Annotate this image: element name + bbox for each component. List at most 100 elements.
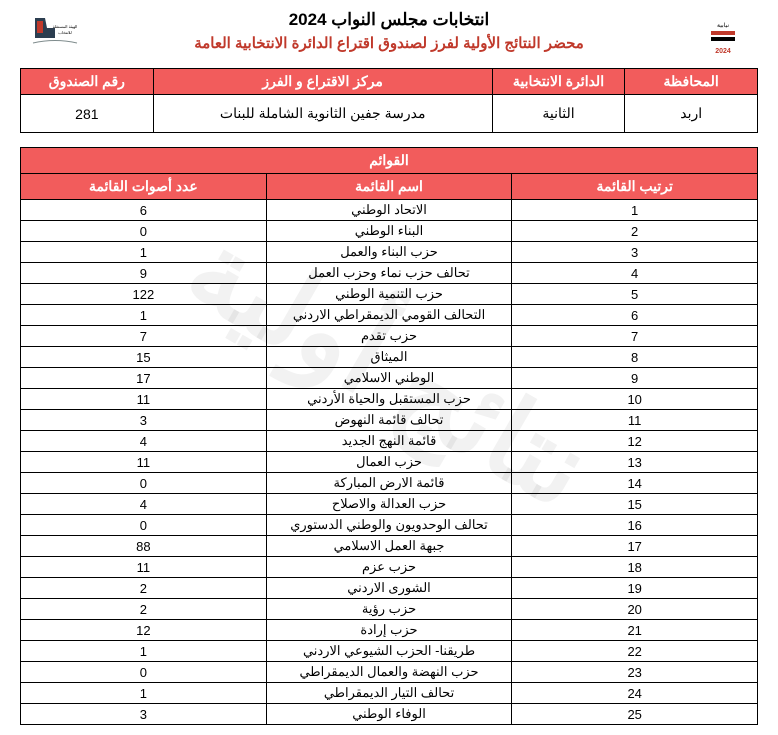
lists-section-title: القوائم (21, 148, 758, 174)
cell-rank: 20 (512, 599, 758, 620)
cell-votes: 122 (21, 284, 267, 305)
cell-votes: 2 (21, 599, 267, 620)
cell-votes: 1 (21, 641, 267, 662)
table-row: 1الاتحاد الوطني6 (21, 200, 758, 221)
cell-name: جبهة العمل الاسلامي (266, 536, 512, 557)
cell-votes: 11 (21, 452, 267, 473)
cell-name: حزب تقدم (266, 326, 512, 347)
table-row: 24تحالف التيار الديمقراطي1 (21, 683, 758, 704)
cell-votes: 12 (21, 620, 267, 641)
cell-votes: 88 (21, 536, 267, 557)
header-rank: ترتيب القائمة (512, 174, 758, 200)
value-governorate: اربد (625, 95, 758, 133)
cell-rank: 1 (512, 200, 758, 221)
cell-votes: 0 (21, 221, 267, 242)
cell-votes: 0 (21, 473, 267, 494)
cell-rank: 19 (512, 578, 758, 599)
cell-name: الاتحاد الوطني (266, 200, 512, 221)
cell-name: حزب العمال (266, 452, 512, 473)
svg-text:الهيئة المستقلة: الهيئة المستقلة (53, 24, 78, 29)
cell-rank: 23 (512, 662, 758, 683)
cell-rank: 11 (512, 410, 758, 431)
table-row: 10حزب المستقبل والحياة الأردني11 (21, 389, 758, 410)
cell-name: قائمة النهج الجديد (266, 431, 512, 452)
cell-votes: 17 (21, 368, 267, 389)
table-row: 4تحالف حزب نماء وحزب العمل9 (21, 263, 758, 284)
table-row: 19الشورى الاردني2 (21, 578, 758, 599)
cell-rank: 8 (512, 347, 758, 368)
cell-votes: 2 (21, 578, 267, 599)
cell-name: حزب التنمية الوطني (266, 284, 512, 305)
cell-name: حزب المستقبل والحياة الأردني (266, 389, 512, 410)
table-row: 16تحالف الوحدويون والوطني الدستوري0 (21, 515, 758, 536)
svg-text:نيابية: نيابية (717, 22, 729, 29)
table-row: 5حزب التنمية الوطني122 (21, 284, 758, 305)
cell-votes: 9 (21, 263, 267, 284)
cell-name: حزب رؤية (266, 599, 512, 620)
table-row: 18حزب عزم11 (21, 557, 758, 578)
cell-rank: 16 (512, 515, 758, 536)
cell-votes: 6 (21, 200, 267, 221)
cell-name: الميثاق (266, 347, 512, 368)
cell-votes: 0 (21, 515, 267, 536)
header-votes: عدد أصوات القائمة (21, 174, 267, 200)
cell-rank: 13 (512, 452, 758, 473)
cell-votes: 4 (21, 494, 267, 515)
table-row: 15حزب العدالة والاصلاح4 (21, 494, 758, 515)
svg-text:للانتخاب: للانتخاب (58, 30, 72, 35)
cell-rank: 6 (512, 305, 758, 326)
cell-votes: 4 (21, 431, 267, 452)
cell-rank: 17 (512, 536, 758, 557)
table-row: 7حزب تقدم7 (21, 326, 758, 347)
cell-name: البناء الوطني (266, 221, 512, 242)
cell-rank: 18 (512, 557, 758, 578)
cell-rank: 2 (512, 221, 758, 242)
cell-name: حزب إرادة (266, 620, 512, 641)
table-row: 22طريقنا- الحزب الشيوعي الاردني1 (21, 641, 758, 662)
cell-name: الوفاء الوطني (266, 704, 512, 725)
cell-name: تحالف التيار الديمقراطي (266, 683, 512, 704)
table-row: 17جبهة العمل الاسلامي88 (21, 536, 758, 557)
cell-rank: 7 (512, 326, 758, 347)
cell-votes: 15 (21, 347, 267, 368)
header-district: الدائرة الانتخابية (492, 69, 625, 95)
cell-name: الوطني الاسلامي (266, 368, 512, 389)
table-row: 13حزب العمال11 (21, 452, 758, 473)
table-row: 9الوطني الاسلامي17 (21, 368, 758, 389)
logo-right: نيابية 2024 (688, 10, 758, 60)
title-sub: محضر النتائج الأولية لفرز لصندوق اقتراع … (90, 34, 688, 52)
value-center: مدرسة جفين الثانوية الشاملة للبنات (153, 95, 492, 133)
cell-rank: 3 (512, 242, 758, 263)
cell-rank: 10 (512, 389, 758, 410)
value-box: 281 (21, 95, 154, 133)
cell-rank: 22 (512, 641, 758, 662)
svg-text:2024: 2024 (715, 48, 731, 55)
cell-name: الشورى الاردني (266, 578, 512, 599)
cell-rank: 24 (512, 683, 758, 704)
table-row: 12قائمة النهج الجديد4 (21, 431, 758, 452)
cell-name: حزب العدالة والاصلاح (266, 494, 512, 515)
cell-name: تحالف قائمة النهوض (266, 410, 512, 431)
cell-name: حزب النهضة والعمال الديمقراطي (266, 662, 512, 683)
header-center: مركز الاقتراع و الفرز (153, 69, 492, 95)
document-header: نيابية 2024 انتخابات مجلس النواب 2024 مح… (20, 10, 758, 60)
logo-left: الهيئة المستقلة للانتخاب (20, 10, 90, 60)
cell-votes: 7 (21, 326, 267, 347)
cell-name: حزب البناء والعمل (266, 242, 512, 263)
cell-rank: 25 (512, 704, 758, 725)
cell-votes: 3 (21, 410, 267, 431)
cell-votes: 1 (21, 305, 267, 326)
cell-name: تحالف حزب نماء وحزب العمل (266, 263, 512, 284)
table-row: 3حزب البناء والعمل1 (21, 242, 758, 263)
table-row: 25الوفاء الوطني3 (21, 704, 758, 725)
cell-name: حزب عزم (266, 557, 512, 578)
header-name: اسم القائمة (266, 174, 512, 200)
table-row: 11تحالف قائمة النهوض3 (21, 410, 758, 431)
cell-name: طريقنا- الحزب الشيوعي الاردني (266, 641, 512, 662)
cell-rank: 9 (512, 368, 758, 389)
table-row: 21حزب إرادة12 (21, 620, 758, 641)
cell-votes: 1 (21, 683, 267, 704)
cell-rank: 14 (512, 473, 758, 494)
cell-votes: 11 (21, 389, 267, 410)
value-district: الثانية (492, 95, 625, 133)
